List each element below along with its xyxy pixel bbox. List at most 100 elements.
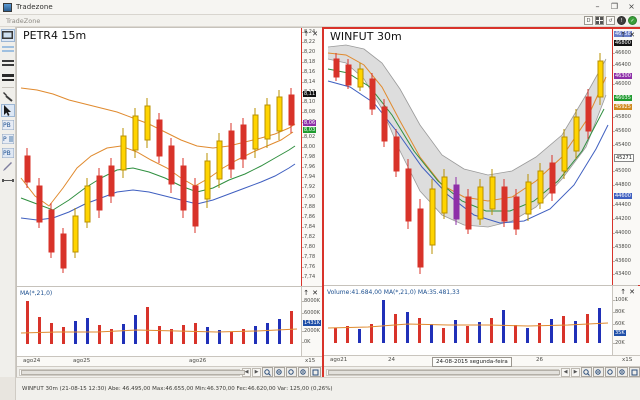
chart-scrollbar-petr4[interactable]: ◀ ▶ — [17, 366, 323, 377]
x-tick: ago25 — [73, 358, 91, 364]
y-tick: 80K — [613, 309, 625, 315]
chart-window-petr4[interactable]: PETR4 15m ↑ ✕ — [16, 27, 323, 377]
y-tick: 8,02 — [301, 134, 316, 140]
window-controls: – ❐ × — [589, 0, 640, 14]
y-tick: 20K — [613, 340, 625, 346]
pb-icon-3[interactable]: PB — [1, 146, 15, 159]
price-axis-petr4[interactable]: 8,24 8,22 8,20 8,18 8,16 8,14 8,12 8,11 … — [301, 28, 323, 286]
y-tick: 100K — [613, 297, 628, 303]
x-scale-label: x15 — [305, 358, 316, 364]
volume-pane-header-winfut: Volume:41.684,00 MA(*,21,0) MA:35.481,33… — [324, 286, 638, 298]
wrench-icon[interactable] — [1, 90, 15, 103]
y-tick: 7,78 — [301, 254, 316, 260]
y-tick: 45800 — [613, 114, 631, 120]
monitor-icon[interactable] — [0, 29, 15, 42]
scrollbar-thumb-winfut[interactable] — [328, 369, 560, 375]
minimize-button[interactable]: – — [595, 2, 600, 11]
y-tick: 6000K — [301, 310, 321, 316]
price-plot-petr4[interactable] — [17, 28, 301, 286]
scrollbar-thumb-petr4[interactable] — [21, 369, 245, 375]
volume-axis-petr4[interactable]: 8000K 6000K 1431K 2000K 0K — [301, 287, 323, 357]
time-axis-petr4[interactable]: ago24 ago25 ago26 x15 — [17, 356, 323, 366]
pb-icon-2[interactable]: P — [1, 132, 15, 145]
zoom-all-icon-petr4[interactable] — [310, 367, 321, 377]
zoom-button-group-petr4 — [262, 367, 321, 377]
chart-scrollbar-winfut[interactable]: ◀ ▶ — [324, 366, 640, 377]
indicator-title-winfut: Volume:41.684,00 MA(*,21,0) MA:35.481,33 — [327, 288, 460, 296]
zoom-fit-icon-petr4[interactable] — [286, 367, 297, 377]
info-icon[interactable]: ! — [617, 16, 626, 25]
price-marker-last: 8,11 — [303, 91, 317, 97]
y-tick: 45000 — [613, 168, 631, 174]
x-scale-label: x1S — [622, 357, 633, 363]
y-tick: 2000K — [301, 328, 321, 334]
lines3-icon[interactable] — [1, 71, 15, 84]
y-tick: 43800 — [613, 244, 631, 250]
zoom-fit-icon-winfut[interactable] — [605, 367, 616, 377]
price-marker-ma2: 8,03 — [303, 127, 317, 133]
left-toolbar: PB P PB — [0, 27, 16, 377]
y-tick: 44800 — [613, 182, 631, 188]
lines2-icon[interactable] — [1, 57, 15, 70]
status-bar: WINFUT 30m (21-08-15 12:30) Abe: 46.495,… — [0, 377, 640, 400]
y-tick: 44000 — [613, 230, 631, 236]
y-tick: 46600 — [613, 50, 631, 56]
maximize-button[interactable]: ❐ — [610, 2, 619, 11]
scrollbar-track-petr4[interactable] — [19, 368, 245, 376]
scrollbar-track-winfut[interactable] — [326, 368, 560, 376]
chart-window-winfut[interactable]: WINFUT 30m ↑ ✕ — [322, 27, 640, 377]
zoom-reset-icon-winfut[interactable] — [617, 367, 628, 377]
y-tick: 7,82 — [301, 234, 316, 240]
lines-icon[interactable] — [1, 43, 15, 56]
volume-pane-petr4: MA(*,21,0) ↑ ✕ — [17, 286, 323, 357]
status-bar-corner — [0, 377, 16, 400]
zoom-in-icon-winfut[interactable] — [581, 367, 592, 377]
volume-plot-petr4[interactable] — [17, 299, 301, 344]
scroll-right-button-petr4[interactable]: ▶ — [252, 367, 261, 377]
app-icon — [3, 2, 12, 12]
x-tick: ago24 — [23, 358, 41, 364]
volume-axis-winfut[interactable]: 100K 80K 60K 35K 20K — [612, 286, 640, 356]
pencil-icon[interactable] — [1, 160, 15, 173]
doc-icon[interactable]: D — [584, 16, 593, 25]
pb-icon-1[interactable]: PB — [1, 118, 15, 131]
zoom-all-icon-winfut[interactable] — [629, 367, 640, 377]
refresh-icon[interactable]: ↺ — [606, 16, 615, 25]
scroll-right-button-winfut[interactable]: ▶ — [571, 367, 580, 377]
y-tick: 8,00 — [301, 144, 316, 150]
price-plot-winfut[interactable] — [324, 29, 612, 285]
title-bar: Tradezone – ❐ × — [0, 0, 640, 15]
zoom-button-group-winfut — [581, 367, 640, 377]
y-tick: 8000K — [301, 298, 321, 304]
y-tick: 7,84 — [301, 224, 316, 230]
volume-pane-header-petr4: MA(*,21,0) ↑ ✕ — [17, 287, 321, 299]
menu-icon-group: D ↺ ! ✓ — [584, 16, 637, 25]
y-tick: 7,94 — [301, 174, 316, 180]
status-bar-text: WINFUT 30m (21-08-15 12:30) Abe: 46.495,… — [22, 386, 333, 392]
zoom-out-icon-petr4[interactable] — [274, 367, 285, 377]
price-marker-upper-band: 46758 — [614, 31, 632, 37]
window-title: Tradezone — [16, 3, 53, 11]
y-tick: 7,96 — [301, 164, 316, 170]
svg-text:PB: PB — [3, 150, 11, 157]
scroll-left-button-winfut[interactable]: ◀ — [561, 367, 570, 377]
zoom-out-icon-winfut[interactable] — [593, 367, 604, 377]
svg-text:PB: PB — [3, 122, 11, 129]
volume-marker-petr4: 1431K — [303, 320, 322, 326]
price-marker-last-winfut: 46800 — [614, 40, 632, 46]
zoom-reset-icon-petr4[interactable] — [298, 367, 309, 377]
y-tick: 8,20 — [301, 49, 316, 55]
shield-icon[interactable]: ✓ — [628, 16, 637, 25]
close-button[interactable]: × — [628, 2, 635, 11]
price-axis-winfut[interactable]: 46758 46800 46600 46400 46300 46000 4603… — [612, 29, 640, 285]
zoom-in-icon-petr4[interactable] — [262, 367, 273, 377]
x-tick: ago26 — [189, 358, 207, 364]
hline-icon[interactable] — [1, 174, 15, 187]
price-pane-petr4: PETR4 15m ↑ ✕ — [17, 28, 323, 286]
grid-icon[interactable] — [595, 16, 604, 25]
cursor-icon[interactable] — [0, 104, 15, 117]
y-tick: 45600 — [613, 128, 631, 134]
volume-plot-winfut[interactable] — [324, 298, 612, 343]
y-tick: 44200 — [613, 216, 631, 222]
time-axis-winfut[interactable]: ago21 24 26 x1S 24-08-2015 segunda-feira — [324, 355, 640, 367]
